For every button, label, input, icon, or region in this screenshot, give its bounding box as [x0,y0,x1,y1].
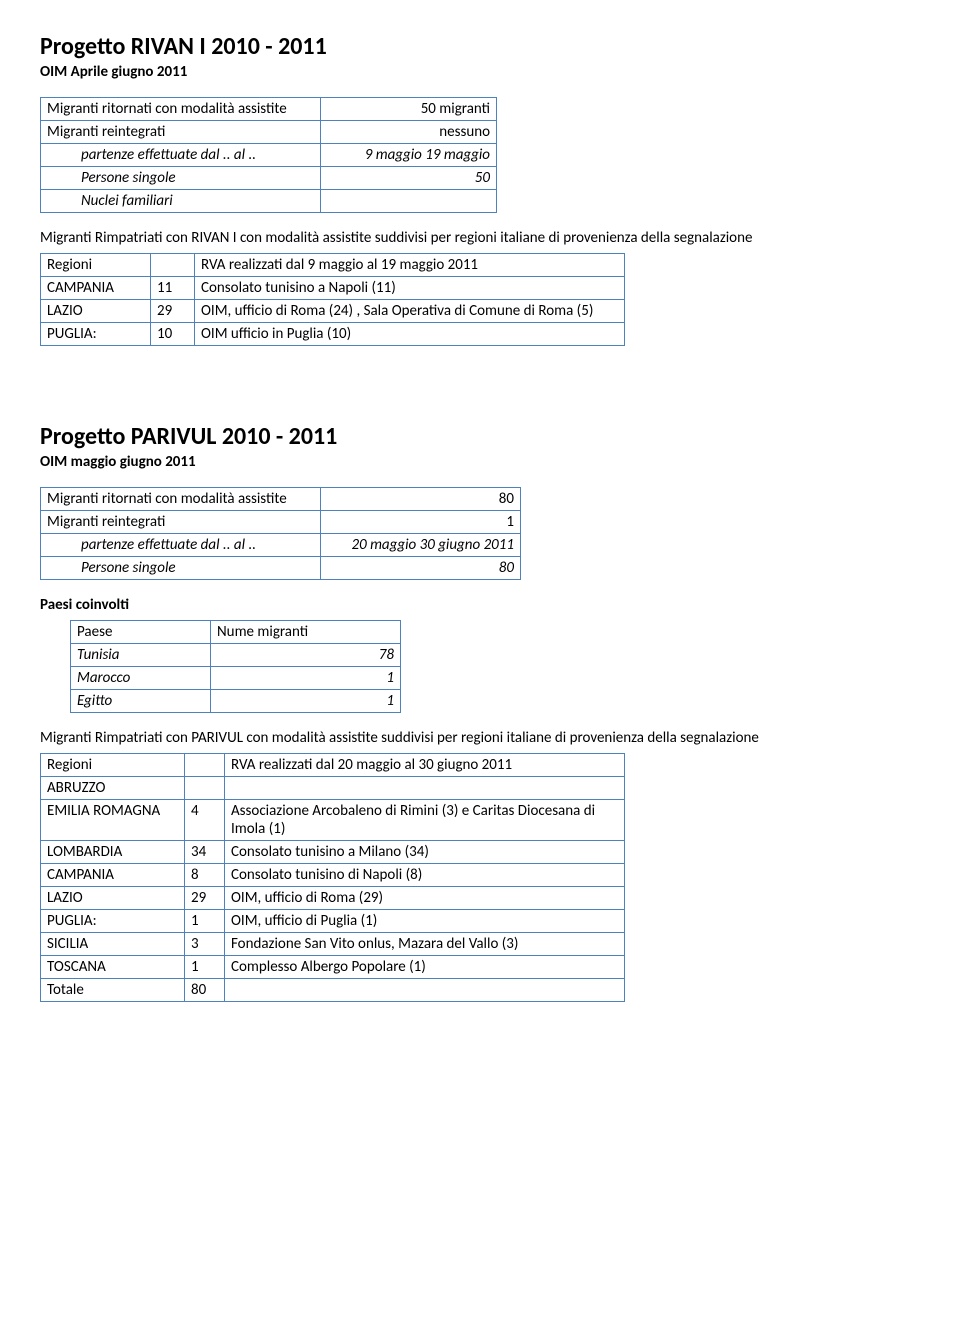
table-cell: 11 [151,277,195,300]
table-cell [225,777,625,800]
table-cell: 10 [151,323,195,346]
table-cell: 9 maggio 19 maggio [321,144,497,167]
table-cell: 80 [321,557,521,580]
table-cell: CAMPANIA [41,277,151,300]
table-header-cell [151,254,195,277]
table-cell: Tunisia [71,644,211,667]
project1-title: Progetto RIVAN I 2010 - 2011 [40,32,920,61]
table-cell: Persone singole [41,557,321,580]
table-cell: Associazione Arcobaleno di Rimini (3) e … [225,800,625,841]
table-cell: Marocco [71,667,211,690]
table-cell: 3 [185,933,225,956]
table-cell: LAZIO [41,300,151,323]
table-cell: 34 [185,841,225,864]
table-cell: 29 [185,887,225,910]
table-cell: LAZIO [41,887,185,910]
project2-para: Migranti Rimpatriati con PARIVUL con mod… [40,729,920,747]
table-cell: Consolato tunisino a Napoli (11) [195,277,625,300]
table-cell: EMILIA ROMAGNA [41,800,185,841]
table-cell [225,979,625,1002]
table-cell: Persone singole [41,167,321,190]
table-cell: ABRUZZO [41,777,185,800]
table-cell: Nuclei familiari [41,190,321,213]
table-cell: 29 [151,300,195,323]
project1-table2: Regioni RVA realizzati dal 9 maggio al 19… [40,253,625,346]
table-cell: Migranti reintegrati [41,121,321,144]
table-cell: Egitto [71,690,211,713]
table-cell: PUGLIA: [41,323,151,346]
table-header-cell: RVA realizzati dal 9 maggio al 19 maggio… [195,254,625,277]
paesi-table: PaeseNume migrantiTunisia78Marocco1Egitt… [70,620,401,713]
table-cell: 1 [185,910,225,933]
table-cell: nessuno [321,121,497,144]
table-cell: Migranti reintegrati [41,511,321,534]
table-cell [321,190,497,213]
project2-subtitle: OIM maggio giugno 2011 [40,453,920,471]
paesi-coinvolti-title: Paesi coinvolti [40,596,920,614]
table-cell: partenze effettuate dal .. al .. [41,144,321,167]
table-cell: SICILIA [41,933,185,956]
table-cell: TOSCANA [41,956,185,979]
table-cell: 1 [321,511,521,534]
table-cell: 1 [211,667,401,690]
table-header-cell: Regioni [41,754,185,777]
project1-table1: Migranti ritornati con modalità assistit… [40,97,497,213]
table-header-cell: Nume migranti [211,621,401,644]
table-cell: Migranti ritornati con modalità assistit… [41,488,321,511]
table-cell: PUGLIA: [41,910,185,933]
table-cell: 1 [211,690,401,713]
table-cell: Complesso Albergo Popolare (1) [225,956,625,979]
project2-title: Progetto PARIVUL 2010 - 2011 [40,422,920,451]
project1-para: Migranti Rimpatriati con RIVAN I con mod… [40,229,920,247]
table-cell: Consolato tunisino di Napoli (8) [225,864,625,887]
table-header-cell [185,754,225,777]
table-cell: OIM, ufficio di Roma (29) [225,887,625,910]
project2-table1: Migranti ritornati con modalità assistit… [40,487,521,580]
table-cell: Fondazione San Vito onlus, Mazara del Va… [225,933,625,956]
table-cell: 20 maggio 30 giugno 2011 [321,534,521,557]
table-cell: OIM, ufficio di Puglia (1) [225,910,625,933]
project2-table3: Regioni RVA realizzati dal 20 maggio al 3… [40,753,625,1002]
table-cell: 80 [185,979,225,1002]
table-cell: 78 [211,644,401,667]
table-cell: 1 [185,956,225,979]
table-header-cell: RVA realizzati dal 20 maggio al 30 giugn… [225,754,625,777]
table-cell: LOMBARDIA [41,841,185,864]
project1-subtitle: OIM Aprile giugno 2011 [40,63,920,81]
table-cell: Consolato tunisino a Milano (34) [225,841,625,864]
table-cell: OIM, ufficio di Roma (24) , Sala Operati… [195,300,625,323]
table-cell: OIM ufficio in Puglia (10) [195,323,625,346]
table-cell: 8 [185,864,225,887]
table-header-cell: Regioni [41,254,151,277]
table-cell [185,777,225,800]
table-cell: CAMPANIA [41,864,185,887]
table-cell: 50 [321,167,497,190]
table-cell: 4 [185,800,225,841]
table-cell: partenze effettuate dal .. al .. [41,534,321,557]
table-header-cell: Paese [71,621,211,644]
table-cell: Totale [41,979,185,1002]
table-cell: 80 [321,488,521,511]
table-cell: Migranti ritornati con modalità assistit… [41,98,321,121]
table-cell: 50 migranti [321,98,497,121]
